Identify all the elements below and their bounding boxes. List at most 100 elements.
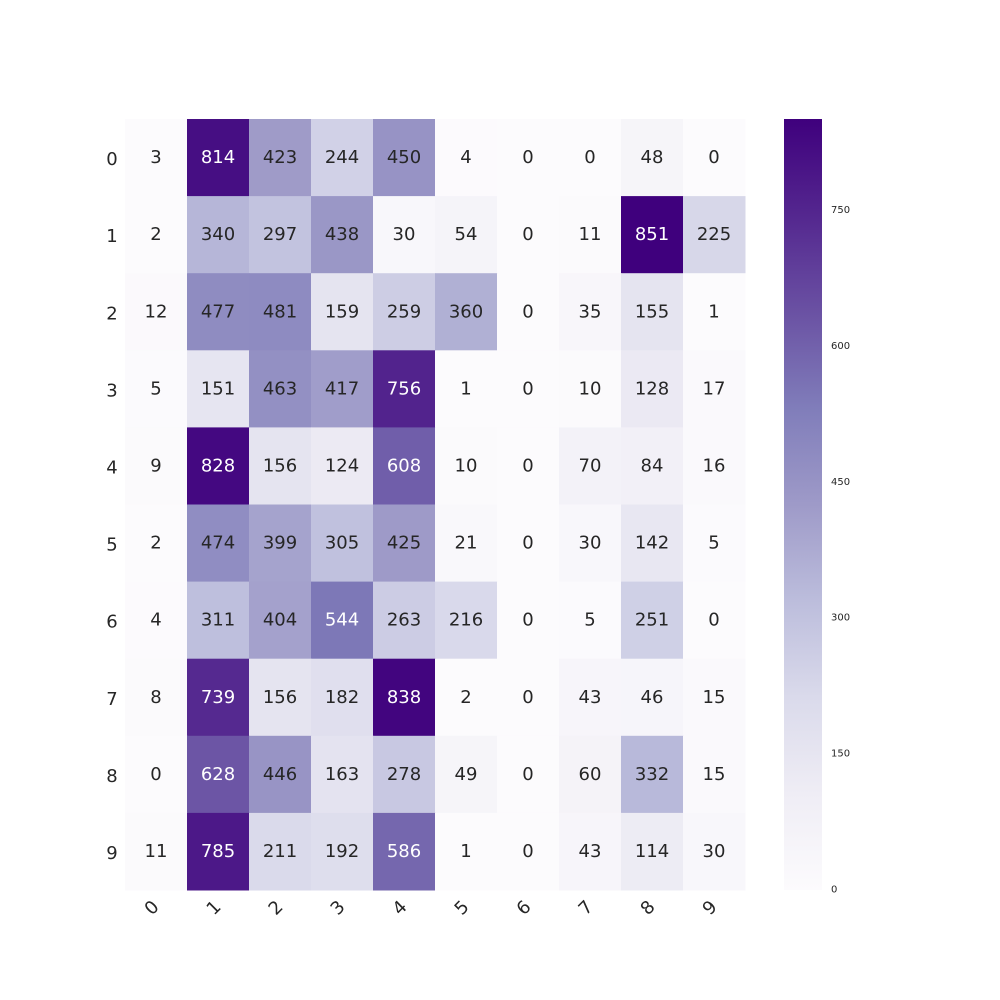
- x-tick-label: 4: [389, 897, 412, 920]
- heatmap-cell: [311, 427, 374, 505]
- cell-value-label: 332: [635, 764, 669, 785]
- heatmap-cell: [435, 350, 498, 428]
- heatmap-cell: [249, 196, 312, 274]
- heatmap-cell: [621, 119, 684, 197]
- cell-value-label: 474: [201, 533, 235, 554]
- cell-value-label: 15: [703, 687, 726, 708]
- heatmap-cell: [621, 581, 684, 660]
- heatmap-cell: [435, 273, 498, 351]
- cell-value-label: 84: [641, 455, 664, 476]
- colorbar-tick-label: 0: [831, 885, 837, 896]
- cell-value-label: 814: [201, 147, 235, 168]
- heatmap-cell: [621, 735, 684, 814]
- cell-value-label: 477: [201, 301, 235, 322]
- cell-value-label: 608: [387, 455, 421, 476]
- heatmap-cell: [249, 119, 312, 197]
- cell-value-label: 756: [387, 378, 421, 399]
- heatmap-cell: [621, 427, 684, 505]
- cell-value-label: 0: [522, 764, 533, 785]
- heatmap-cell: [125, 504, 188, 583]
- heatmap-cell: [125, 119, 188, 197]
- y-tick-label: 1: [106, 226, 117, 247]
- cell-value-label: 0: [522, 841, 533, 862]
- y-tick-label: 0: [106, 149, 117, 170]
- y-tick-label: 4: [106, 457, 117, 478]
- cell-value-label: 48: [641, 147, 664, 168]
- cell-value-label: 155: [635, 301, 669, 322]
- cell-value-label: 544: [325, 610, 359, 631]
- heatmap-cell: [125, 735, 188, 814]
- cell-value-label: 446: [263, 764, 297, 785]
- cell-value-label: 192: [325, 841, 359, 862]
- x-tick-label: 7: [575, 897, 598, 920]
- x-tick-label: 5: [451, 897, 474, 920]
- heatmap-cell: [311, 504, 374, 583]
- heatmap-cell: [373, 273, 436, 351]
- cell-value-label: 163: [325, 764, 359, 785]
- cell-value-label: 278: [387, 764, 421, 785]
- heatmap-cell: [187, 812, 250, 891]
- cell-value-label: 1: [460, 378, 471, 399]
- heatmap-cell: [125, 812, 188, 891]
- cell-value-label: 10: [579, 378, 602, 399]
- heatmap-cell: [249, 273, 312, 351]
- cell-value-label: 251: [635, 610, 669, 631]
- heatmap-cell: [373, 735, 436, 814]
- y-axis-tick-labels: 0 1 2 3 4 5 6 7 8 9: [106, 149, 117, 864]
- cell-value-label: 70: [579, 455, 602, 476]
- heatmap-cell: [249, 735, 312, 814]
- cell-value-label: 739: [201, 687, 235, 708]
- cell-value-label: 60: [579, 764, 602, 785]
- y-tick-label: 7: [106, 689, 117, 710]
- cell-value-label: 0: [522, 533, 533, 554]
- cell-value-label: 16: [703, 455, 726, 476]
- heatmap-cell: [125, 427, 188, 505]
- cell-value-label: 586: [387, 841, 421, 862]
- heatmap-cell: [373, 427, 436, 505]
- cell-value-label: 311: [201, 610, 235, 631]
- colorbar-tick-labels: 0 150 300 450 600 750: [831, 205, 850, 895]
- x-axis-tick-labels: 0 1 2 3 4 5 6 7 8 9: [141, 897, 722, 920]
- cell-value-label: 124: [325, 455, 359, 476]
- cell-value-label: 114: [635, 841, 669, 862]
- heatmap-cell: [683, 581, 746, 660]
- cell-value-label: 1: [708, 301, 719, 322]
- cell-value-label: 17: [703, 378, 726, 399]
- cell-value-label: 297: [263, 224, 297, 245]
- cell-value-label: 0: [522, 687, 533, 708]
- colorbar-tick-label: 300: [831, 613, 850, 624]
- heatmap-cell: [311, 119, 374, 197]
- heatmap-cell: [559, 196, 622, 274]
- cell-value-label: 216: [449, 610, 483, 631]
- heatmap-cell: [187, 273, 250, 351]
- heatmap-cell: [311, 812, 374, 891]
- heatmap-cell: [373, 812, 436, 891]
- cell-value-label: 3: [150, 147, 161, 168]
- colorbar-tick-label: 150: [831, 749, 850, 760]
- heatmap-cell: [311, 581, 374, 660]
- cell-value-label: 128: [635, 378, 669, 399]
- heatmap-cell: [683, 273, 746, 351]
- y-tick-label: 6: [106, 612, 117, 633]
- cell-value-label: 156: [263, 687, 297, 708]
- heatmap-cell: [373, 581, 436, 660]
- heatmap-cell: [249, 427, 312, 505]
- heatmap-cell: [249, 658, 312, 737]
- x-tick-label: 8: [637, 897, 660, 920]
- heatmap-cells: [125, 119, 746, 891]
- cell-value-label: 182: [325, 687, 359, 708]
- heatmap-cell: [497, 735, 560, 814]
- cell-value-label: 481: [263, 301, 297, 322]
- cell-value-label: 49: [455, 764, 478, 785]
- heatmap-cell: [311, 196, 374, 274]
- cell-value-label: 35: [579, 301, 602, 322]
- heatmap-cell: [621, 658, 684, 737]
- heatmap-cell: [187, 119, 250, 197]
- heatmap-cell: [497, 812, 560, 891]
- heatmap-cell: [311, 350, 374, 428]
- cell-value-label: 15: [703, 764, 726, 785]
- colorbar-tick-label: 450: [831, 477, 850, 488]
- cell-value-label: 11: [579, 224, 602, 245]
- cell-value-label: 5: [584, 610, 595, 631]
- heatmap-cell: [559, 735, 622, 814]
